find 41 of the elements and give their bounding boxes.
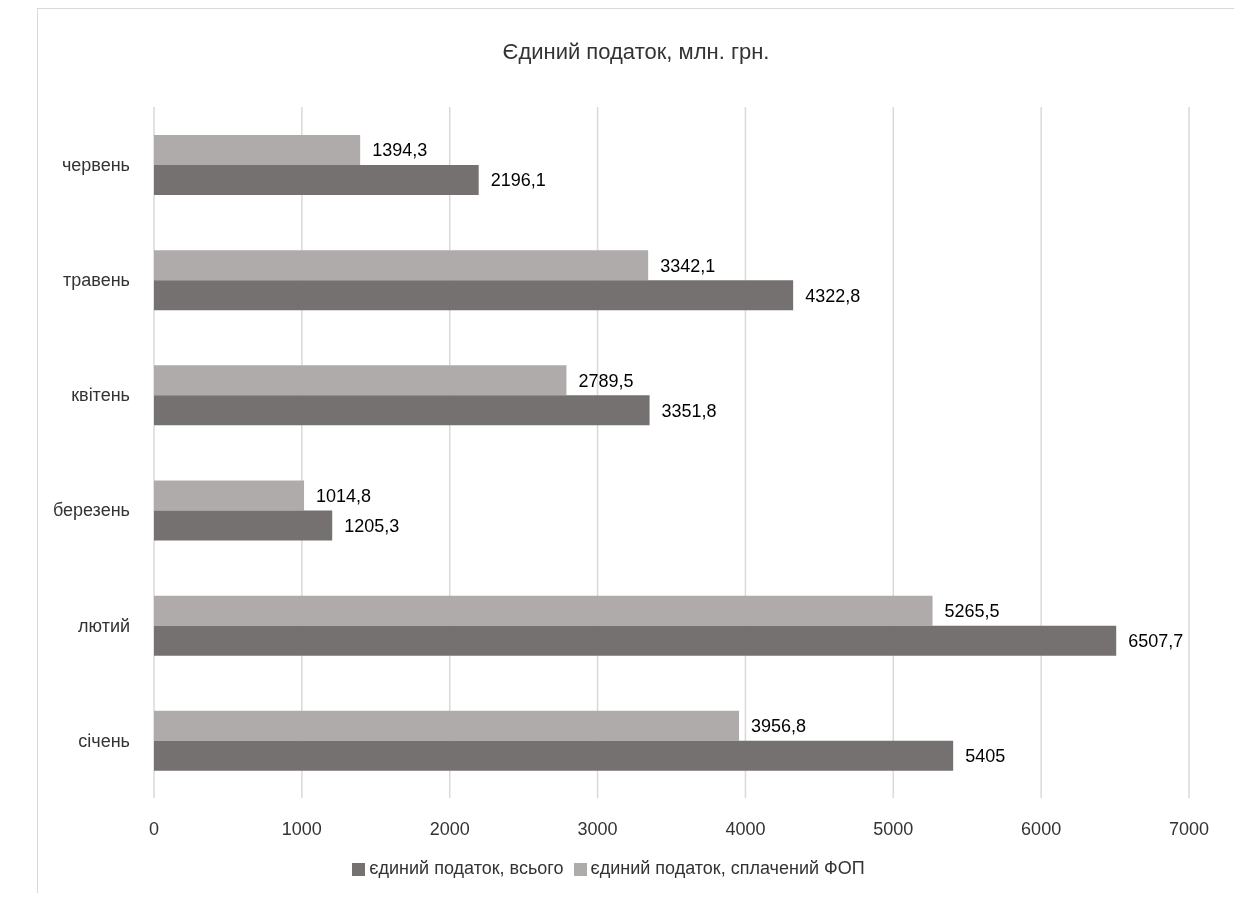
y-tick-label: травень [63,270,130,291]
y-tick-label: квітень [71,385,130,406]
x-tick-label: 4000 [725,818,766,839]
chart-title: Єдиний податок, млн. грн. [501,39,771,65]
data-label: 2789,5 [578,370,634,391]
x-tick-label: 2000 [429,818,470,839]
bar [154,250,649,281]
y-tick-label: березень [52,500,130,521]
y-tick-label: січень [78,730,130,751]
bar [154,135,361,165]
y-tick-label: червень [61,154,130,175]
bar [154,280,794,311]
x-tick-label: 6000 [1021,818,1062,839]
bar [154,395,650,426]
x-tick-label: 7000 [1168,818,1210,839]
x-tick-label: 3000 [577,818,618,839]
bar [154,165,479,195]
data-label: 3956,8 [751,716,807,737]
data-label: 5265,5 [944,601,1000,622]
data-label: 3342,1 [660,255,716,276]
bar [154,510,333,541]
bar [154,595,933,626]
data-label: 3351,8 [661,400,717,421]
y-tick-label: лютий [78,615,130,636]
data-label: 4322,8 [805,285,861,306]
data-label: 1394,3 [372,140,428,161]
data-label: 6507,7 [1128,631,1184,652]
data-label: 5405 [965,746,1006,767]
data-label: 2196,1 [490,170,546,191]
x-tick-label: 1000 [281,818,322,839]
bar [154,625,1117,656]
legend-label: єдиний податок, всього [369,858,564,878]
bar [154,710,740,741]
bar [154,365,567,396]
data-label: 1014,8 [316,485,372,506]
legend-label: єдиний податок, сплачений ФОП [590,858,865,878]
bar [154,740,954,771]
bar [154,480,305,511]
x-tick-label: 0 [148,818,160,839]
x-tick-label: 5000 [873,818,914,839]
data-label: 1205,3 [344,515,400,536]
